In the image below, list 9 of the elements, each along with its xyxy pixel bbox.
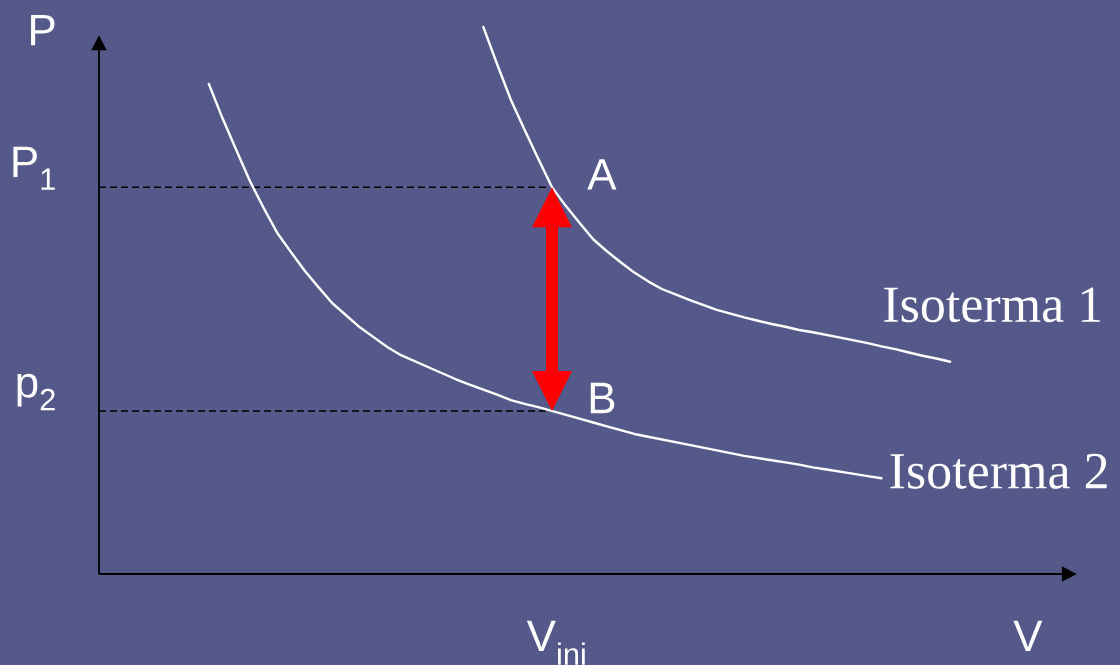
y-axis-title: P: [31, 14, 55, 46]
annotation: A: [587, 159, 617, 190]
text: V$_{ini}$: [526, 620, 585, 665]
annotation: B: [590, 382, 615, 414]
x-axis-title: V: [1013, 620, 1043, 651]
ref-line-label: p$_{2}$: [17, 373, 55, 411]
series-label: Isoterma 1: [884, 287, 1101, 323]
ref-line-label: P$_{1}$: [13, 146, 55, 190]
series-label: Isoterma 2: [890, 453, 1107, 489]
